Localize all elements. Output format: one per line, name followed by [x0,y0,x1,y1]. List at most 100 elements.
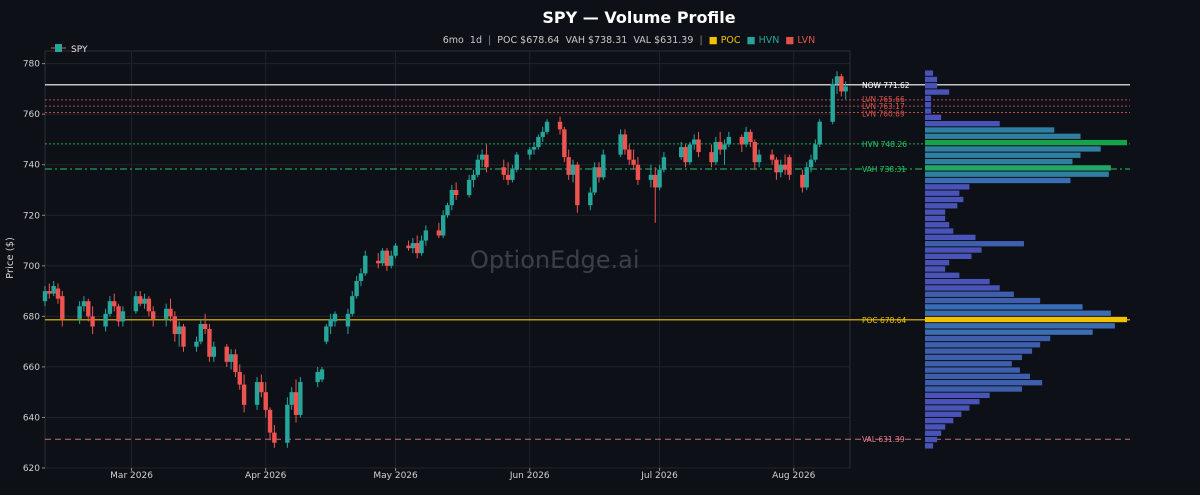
y-tick-label: 620 [23,464,40,474]
candle-body [830,83,835,122]
candle-body [453,190,459,196]
profile-bar [925,253,972,259]
candle-body [475,159,480,175]
candle-body [77,306,82,319]
level-label-poc: POC 678.64 [862,316,907,325]
legend-swatch [55,44,62,52]
y-axis-label: Price ($) [5,237,16,279]
candle-body [787,157,792,175]
candle-body [449,190,455,206]
chart-subtitle: 6mo 1d | POC $678.64 VAH $738.31 VAL $63… [442,35,816,46]
profile-bar [925,139,1127,146]
candle-body [743,131,749,145]
candle-body [51,286,56,294]
candle-body [415,243,420,254]
candle-body [562,129,567,158]
profile-bar [925,177,1071,184]
profile-bar [925,215,946,222]
candle-body [800,174,805,188]
candle-body [389,255,394,266]
candle-body [505,174,511,180]
candle-body [423,230,429,241]
candle-body [172,316,178,335]
candle-body [42,291,48,302]
profile-bar [925,373,1031,380]
candle-body [510,169,515,180]
candle-body [198,323,204,342]
candle-body [575,164,580,206]
profile-bar [925,297,1041,304]
candle-body [536,136,541,148]
profile-bar [925,228,954,234]
profile-bar [925,171,1109,177]
candle-body [289,392,294,405]
candle-body [436,230,442,236]
profile-bar [925,190,960,196]
subtitle-vah: VAH $738.31 [565,35,628,46]
candle-body [739,136,745,145]
profile-bar [925,260,950,266]
candle-body [778,164,783,173]
candle-body [202,323,208,329]
candle-body [406,245,411,249]
candle-body [813,144,818,160]
candle-body [804,167,809,188]
y-tick-label: 720 [23,211,40,221]
candle-body [717,141,723,150]
profile-bar [925,329,1093,335]
candle-body [653,174,658,188]
candle-body [834,76,840,84]
profile-bar [925,83,938,89]
candle-body [263,392,268,410]
candle-body [259,382,264,393]
candle-body [298,382,303,415]
legend: SPY [51,44,88,55]
candle-body [445,205,450,216]
candle-body [194,341,199,347]
profile-bar [925,247,982,253]
candle-body [233,354,238,372]
candle-body [324,326,329,342]
level-label-lvn3: LVN 760.69 [862,109,905,118]
candle-body [709,152,714,163]
level-label-val: VAL 631.39 [862,435,905,444]
candle-body [566,157,571,175]
candle-body [168,308,173,317]
candle-body [90,316,95,327]
candle-body [47,291,52,294]
candle-body [683,147,688,163]
candle-body [81,301,87,307]
candle-body [622,134,628,150]
candle-body [691,139,697,145]
candle-body [285,404,290,443]
candle-body [107,301,113,314]
candle-body [60,296,65,319]
x-tick-label: May 2026 [373,471,418,481]
profile-bar [925,386,1022,392]
x-tick-label: Jul 2026 [640,471,678,481]
candle-body [843,86,848,92]
candle-body [133,296,139,312]
subtitle-lvn-tag: ■ LVN [785,35,816,46]
candle-body [661,157,667,170]
profile-bar [925,424,946,430]
level-label-now: NOW 771.62 [862,81,910,90]
candle-body [138,296,143,304]
candle-body [592,167,597,193]
y-tick-label: 760 [23,110,40,120]
profile-bar [925,323,1115,329]
profile-bar [925,165,1111,171]
candle-body [345,313,351,327]
candle-body [657,169,662,188]
profile-bar [925,89,950,95]
candle-body [635,164,641,180]
volume-profile [925,70,1127,449]
profile-bar [925,133,1081,139]
candle-body [146,298,152,312]
candle-body [150,311,156,319]
candle-body [769,154,775,160]
profile-bar [925,76,938,83]
candle-body [393,245,398,256]
